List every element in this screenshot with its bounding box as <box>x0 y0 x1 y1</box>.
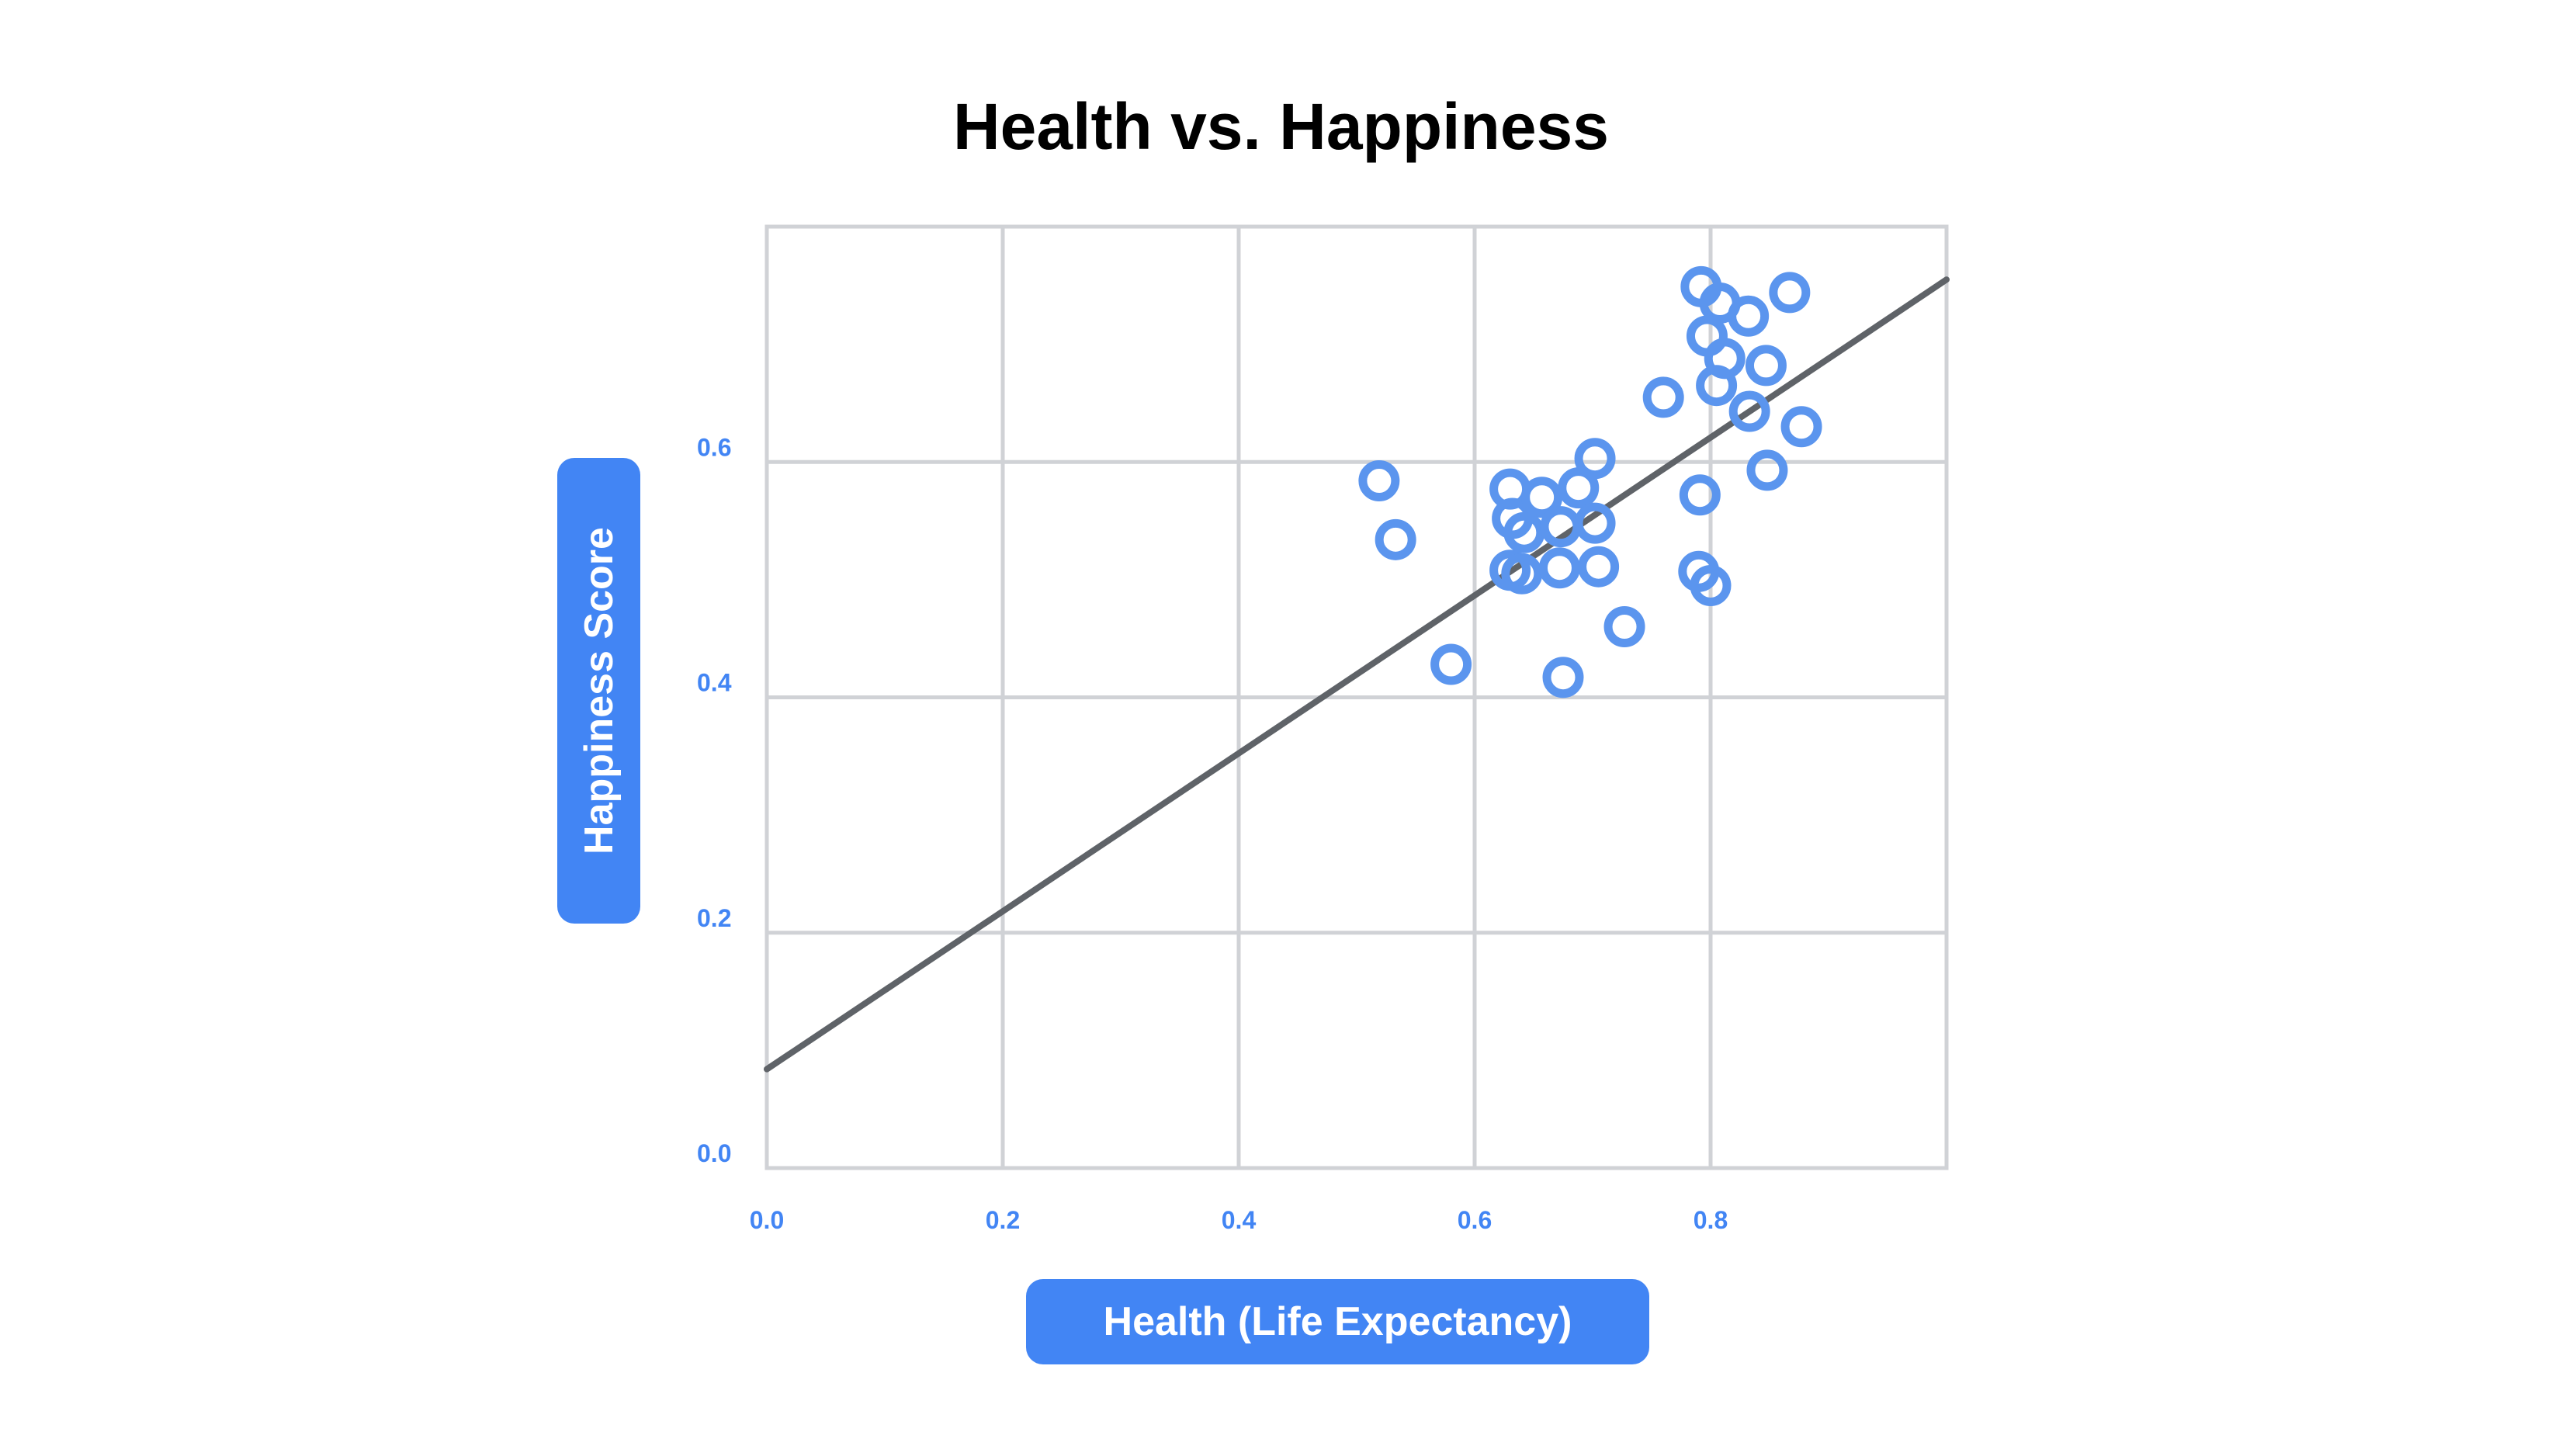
data-point <box>1746 449 1788 491</box>
y-axis-label-badge: Happiness Score <box>557 458 640 924</box>
data-point <box>1690 564 1732 606</box>
data-point <box>1578 546 1620 588</box>
data-point <box>1728 295 1770 337</box>
x-tick-label: 0.8 <box>1694 1206 1728 1234</box>
y-axis-label: Happiness Score <box>576 527 622 855</box>
data-point <box>1558 467 1600 509</box>
trendline-group <box>764 276 1950 1073</box>
data-point <box>1696 365 1738 407</box>
y-tick-label: 0.0 <box>697 1139 731 1167</box>
data-point <box>1642 376 1684 418</box>
data-point <box>1574 502 1616 544</box>
data-point <box>1603 606 1645 648</box>
chart-title: Health vs. Happiness <box>953 90 1609 163</box>
data-point <box>1538 547 1580 589</box>
data-point <box>1542 657 1584 699</box>
data-point <box>1574 438 1616 480</box>
data-points <box>1358 265 1822 699</box>
data-point <box>1780 406 1822 448</box>
y-tick-label: 0.4 <box>697 669 732 697</box>
data-point <box>1769 272 1811 314</box>
x-axis-label-badge: Health (Life Expectancy) <box>1026 1279 1649 1364</box>
data-point <box>1503 511 1545 553</box>
x-tick-label: 0.4 <box>1222 1206 1257 1234</box>
x-tick-label: 0.2 <box>986 1206 1020 1234</box>
y-tick-label: 0.2 <box>697 904 731 932</box>
data-point <box>1430 643 1472 685</box>
x-axis-label: Health (Life Expectancy) <box>1103 1299 1572 1344</box>
x-tick-label: 0.0 <box>750 1206 784 1234</box>
data-point <box>1501 553 1543 595</box>
data-point <box>1521 477 1563 518</box>
y-tick-label: 0.6 <box>697 433 731 461</box>
x-tick-label: 0.6 <box>1458 1206 1492 1234</box>
data-point <box>1375 518 1416 560</box>
data-point <box>1679 474 1721 516</box>
tick-labels: 0.0 0.2 0.4 0.6 0.8 0.0 0.2 0.4 0.6 <box>697 433 1728 1234</box>
data-point <box>1728 390 1770 432</box>
trendline <box>764 276 1950 1073</box>
data-point <box>1358 460 1400 502</box>
data-point <box>1540 506 1582 548</box>
data-point <box>1745 345 1787 387</box>
